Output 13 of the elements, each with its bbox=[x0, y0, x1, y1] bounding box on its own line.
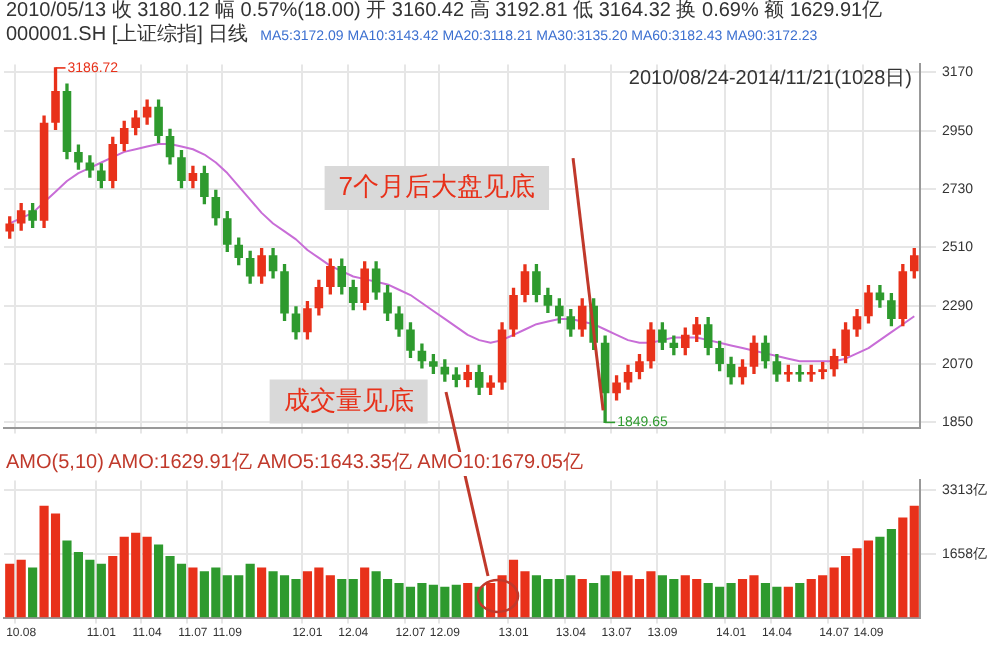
bar bbox=[188, 567, 198, 618]
text: AMO(5,10) AMO:1629.91亿 AMO5:1643.35亿 AMO10:1679.05亿 bbox=[0, 452, 583, 476]
bar bbox=[795, 582, 805, 618]
bar bbox=[360, 567, 370, 618]
annotation: 2010/08/24-2014/11/21(1028日) bbox=[628, 67, 912, 90]
bar bbox=[783, 586, 793, 618]
bar bbox=[28, 567, 38, 618]
text: 000001.SH [上证综指] 日线 bbox=[6, 24, 249, 48]
annotation: 7个月后大盘见底 bbox=[338, 171, 536, 202]
bar bbox=[257, 567, 267, 618]
bar bbox=[463, 582, 473, 618]
annotation: 成交量见底 bbox=[283, 384, 414, 415]
bar bbox=[577, 579, 587, 618]
